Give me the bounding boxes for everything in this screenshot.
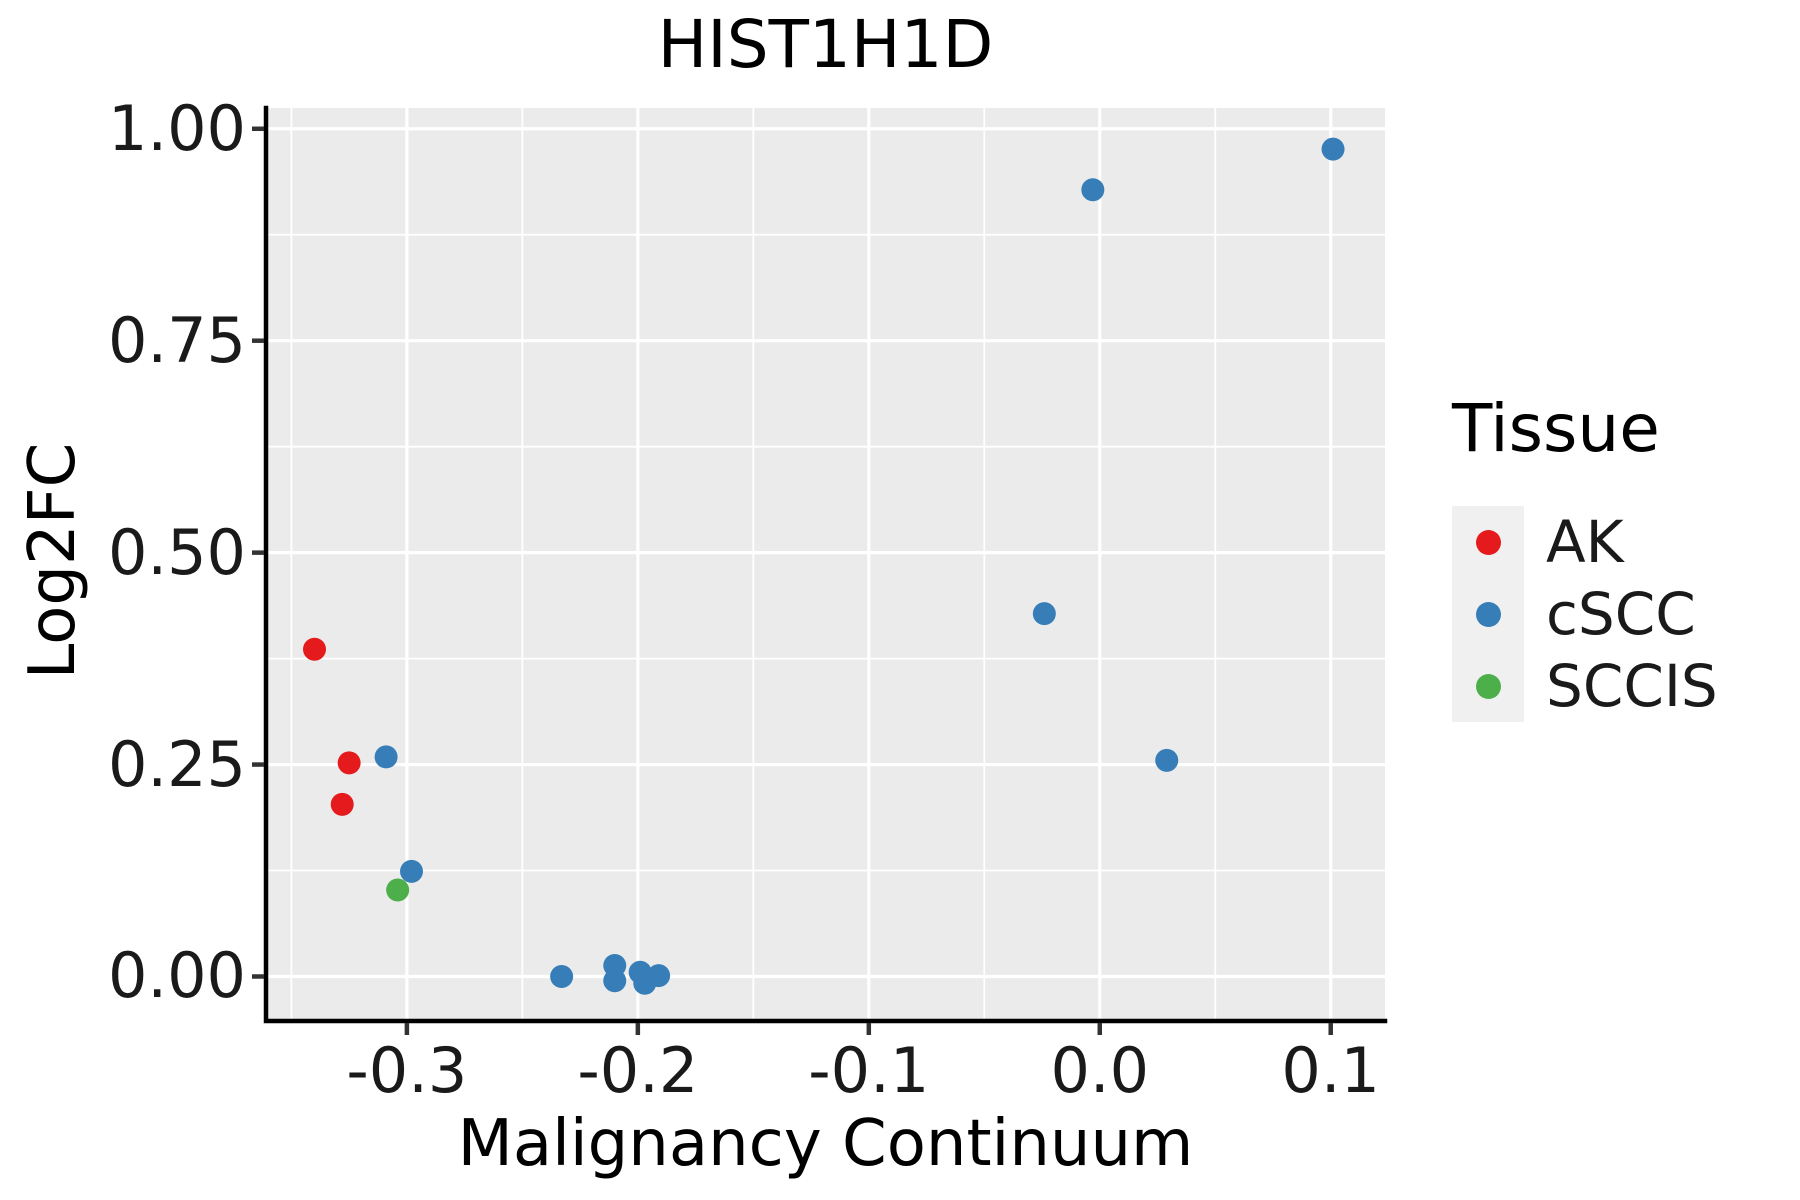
sccis-dot-icon bbox=[1475, 673, 1501, 699]
y-tick-label: 0.00 bbox=[107, 939, 246, 1013]
legend-item-label: AK bbox=[1546, 508, 1624, 576]
cscc-dot-icon bbox=[1475, 601, 1501, 627]
y-tick-label: 1.00 bbox=[107, 91, 246, 165]
legend: Tissue AK cSCC SCCIS bbox=[1452, 396, 1718, 722]
x-tick-label: 0.1 bbox=[1281, 1034, 1381, 1107]
x-tick-label: -0.1 bbox=[808, 1034, 930, 1107]
x-tick-label: -0.3 bbox=[346, 1034, 468, 1107]
data-point-cscc bbox=[603, 969, 627, 993]
data-point-cscc bbox=[374, 745, 398, 769]
chart-title: HIST1H1D bbox=[657, 6, 994, 83]
data-point-cscc bbox=[550, 964, 574, 988]
legend-item-label: cSCC bbox=[1546, 580, 1696, 648]
data-point-ak bbox=[303, 637, 327, 661]
data-point-cscc bbox=[1032, 602, 1056, 626]
data-point-cscc bbox=[1081, 178, 1105, 202]
y-tick-label: 0.25 bbox=[107, 727, 246, 801]
ak-dot-icon bbox=[1475, 529, 1501, 555]
legend-key bbox=[1452, 506, 1524, 578]
legend-item-cscc: cSCC bbox=[1452, 578, 1718, 650]
legend-item-ak: AK bbox=[1452, 506, 1718, 578]
data-point-ak bbox=[330, 792, 354, 816]
y-tick-label: 0.75 bbox=[107, 303, 246, 377]
x-axis-title: Malignancy Continuum bbox=[457, 1107, 1194, 1181]
legend-key bbox=[1452, 650, 1524, 722]
axis-lines bbox=[263, 105, 1388, 1024]
x-tick-label: 0.0 bbox=[1050, 1034, 1150, 1107]
data-point-cscc bbox=[400, 859, 424, 883]
legend-item-sccis: SCCIS bbox=[1452, 650, 1718, 722]
data-point-cscc bbox=[647, 964, 671, 988]
legend-title: Tissue bbox=[1452, 390, 1660, 467]
y-tick-label: 0.50 bbox=[107, 515, 246, 589]
legend-key bbox=[1452, 578, 1524, 650]
data-point-cscc bbox=[1155, 748, 1179, 772]
panel-background bbox=[266, 108, 1385, 1021]
data-point-sccis bbox=[386, 878, 410, 902]
legend-item-label: SCCIS bbox=[1546, 652, 1718, 720]
data-point-ak bbox=[337, 751, 361, 775]
x-tick-label: -0.2 bbox=[577, 1034, 699, 1107]
data-point-cscc bbox=[1321, 137, 1345, 161]
